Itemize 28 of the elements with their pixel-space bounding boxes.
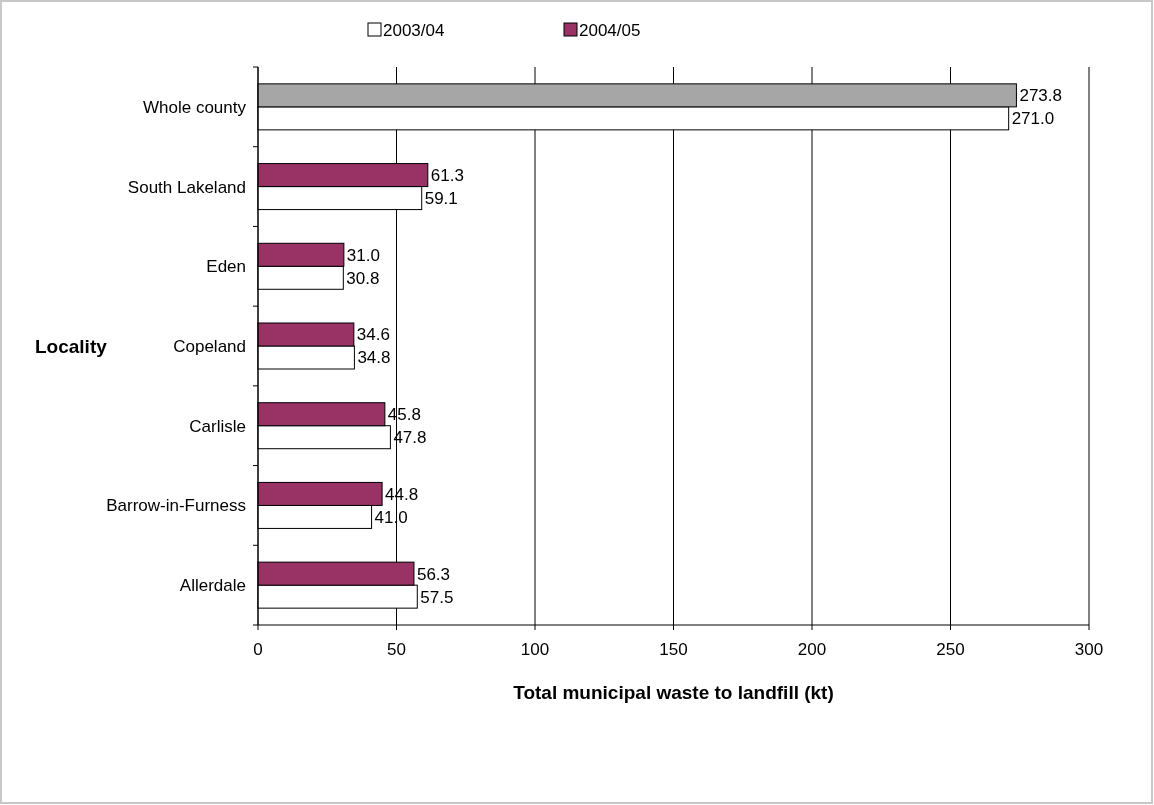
y-tick-label: Carlisle — [189, 416, 246, 436]
x-tick-label: 50 — [387, 640, 406, 659]
y-tick-label: Allerdale — [179, 576, 246, 596]
legend-label: 2004/05 — [579, 20, 641, 40]
data-label: 271.0 — [1011, 109, 1055, 129]
data-label: 34.6 — [356, 325, 390, 345]
legend-label: 2003/04 — [383, 20, 445, 40]
data-label: 56.3 — [416, 564, 451, 584]
y-tick-label: South Lakeland — [127, 177, 246, 197]
data-label: 34.8 — [357, 348, 391, 368]
data-label: 59.1 — [424, 189, 458, 209]
x-tick-label: 200 — [797, 640, 827, 659]
y-axis-title: Locality — [35, 335, 108, 357]
x-tick-label: 0 — [253, 640, 263, 659]
data-label: 61.3 — [430, 166, 464, 186]
y-tick-label: Barrow-in-Furness — [106, 496, 246, 516]
x-tick-label: 100 — [520, 640, 550, 659]
data-label: 30.8 — [346, 268, 380, 288]
data-label: 31.0 — [346, 245, 380, 265]
x-axis-title: Total municipal waste to landfill (kt) — [513, 682, 834, 703]
x-tick-label: 300 — [1074, 640, 1104, 659]
y-tick-label: Whole county — [143, 97, 247, 117]
y-tick-label: Copeland — [173, 336, 246, 356]
y-tick-label: Eden — [206, 257, 246, 277]
data-label: 57.5 — [420, 587, 454, 607]
x-tick-label: 250 — [936, 640, 965, 659]
x-tick-label: 150 — [659, 640, 688, 659]
data-label: 273.8 — [1019, 86, 1062, 106]
